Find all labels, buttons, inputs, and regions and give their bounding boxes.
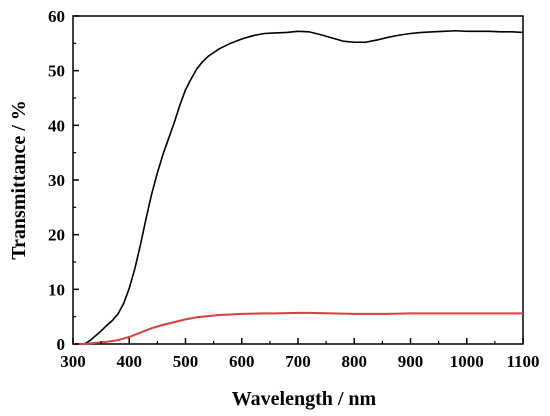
series-layer (73, 29, 524, 345)
x-tick-label: 400 (117, 352, 143, 371)
y-tick-label: 30 (48, 171, 65, 190)
y-tick-label: 50 (48, 62, 65, 81)
plot-border (72, 15, 524, 345)
x-tick-label: 500 (173, 352, 199, 371)
y-tick-label: 40 (48, 116, 65, 135)
x-tick-label: 900 (398, 352, 424, 371)
x-tick-label: 1100 (506, 352, 539, 371)
x-tick-label: 600 (229, 352, 255, 371)
x-tick-label: 700 (285, 352, 311, 371)
x-axis-title: Wavelength / nm (232, 388, 377, 410)
x-tick-label: 1000 (450, 352, 484, 371)
y-axis-title: Transmittance / % (8, 100, 30, 260)
x-tick-label: 300 (60, 352, 86, 371)
x-tick-label: 800 (342, 352, 368, 371)
y-tick-label: 10 (48, 280, 65, 299)
series-line-2 (73, 311, 523, 345)
y-tick-label: 0 (57, 335, 66, 354)
plot-frame (72, 15, 524, 345)
y-tick-label: 60 (48, 7, 65, 26)
ticks-layer: 300 400 500 600 700 800 900 1000 1100 0 10 20 30 40 50… (48, 7, 540, 371)
series-line-1 (73, 29, 524, 345)
y-tick-label: 20 (48, 226, 65, 245)
